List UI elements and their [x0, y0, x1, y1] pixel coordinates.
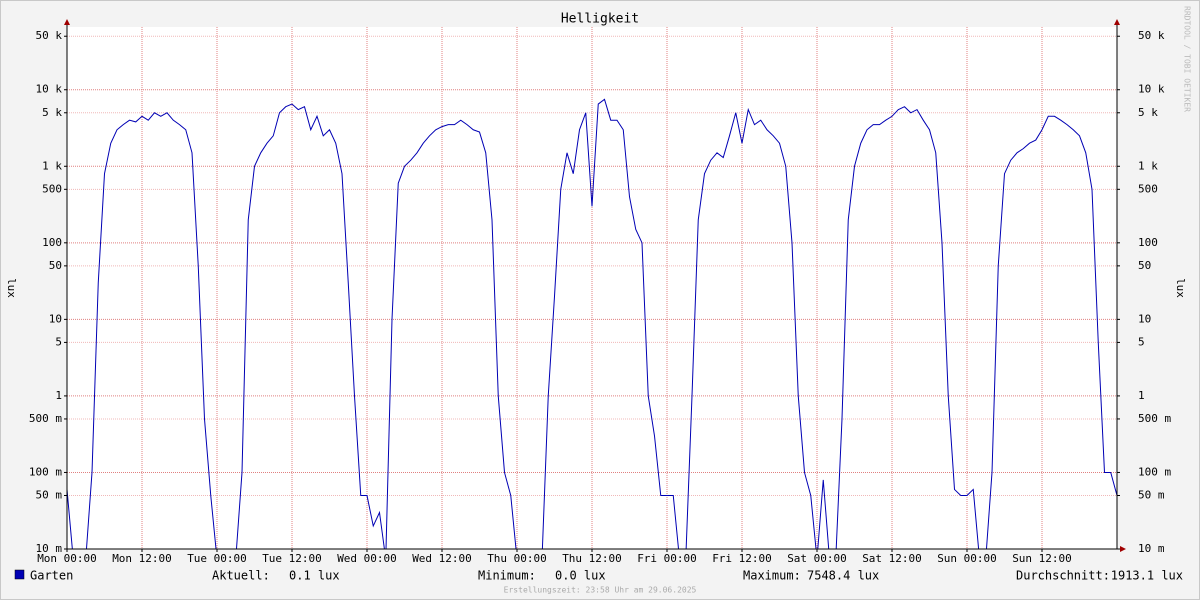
axis-arrow — [1120, 546, 1126, 552]
y-tick-label: 10 — [1138, 312, 1151, 325]
y-tick-label: 1 — [1138, 389, 1145, 402]
stat-label: Minimum: — [478, 569, 536, 583]
axis-arrow — [1114, 19, 1120, 25]
x-tick-label: Mon 12:00 — [112, 552, 172, 565]
stat-value: 1913.1 lux — [1111, 569, 1183, 583]
x-tick-label: Tue 00:00 — [187, 552, 247, 565]
x-tick-label: Wed 12:00 — [412, 552, 472, 565]
stat-label: Aktuell: — [212, 569, 270, 583]
stat-value: 7548.4 lux — [807, 569, 879, 583]
y-axis-label-right: lux — [1174, 278, 1187, 298]
x-tick-label: Wed 00:00 — [337, 552, 397, 565]
y-tick-label: 50 k — [1138, 29, 1165, 42]
y-tick-label: 5 — [55, 335, 62, 348]
axis-arrow — [64, 19, 70, 25]
y-tick-label: 100 — [42, 236, 62, 249]
y-tick-label: 5 k — [1138, 106, 1158, 119]
legend-label: Garten — [30, 569, 73, 583]
y-tick-label: 500 — [42, 182, 62, 195]
stat-label: Durchschnitt: — [1016, 569, 1110, 583]
watermark: RRDTOOL / TOBI OETIKER — [1183, 6, 1192, 112]
y-tick-label: 1 — [55, 389, 62, 402]
x-tick-label: Fri 00:00 — [637, 552, 697, 565]
y-tick-label: 1 k — [42, 159, 62, 172]
stat-label: Maximum: — [743, 569, 801, 583]
y-tick-label: 500 m — [1138, 412, 1171, 425]
stat-value: 0.1 lux — [289, 569, 340, 583]
legend-swatch — [14, 569, 25, 580]
y-tick-label: 100 — [1138, 236, 1158, 249]
chart-title: Helligkeit — [561, 12, 639, 27]
y-tick-label: 10 k — [1138, 83, 1165, 96]
y-tick-label: 10 — [49, 312, 62, 325]
x-tick-label: Thu 00:00 — [487, 552, 547, 565]
y-tick-label: 500 m — [29, 412, 62, 425]
y-tick-label: 10 m — [36, 542, 63, 555]
y-tick-label: 10 k — [36, 83, 63, 96]
y-tick-label: 1 k — [1138, 159, 1158, 172]
stat-value: 0.0 lux — [555, 569, 606, 583]
x-tick-label: Sat 12:00 — [862, 552, 922, 565]
y-tick-label: 50 — [1138, 259, 1151, 272]
y-tick-label: 50 — [49, 259, 62, 272]
x-tick-label: Mon 00:00 — [37, 552, 97, 565]
x-tick-label: Thu 12:00 — [562, 552, 622, 565]
line-series — [67, 98, 1117, 549]
y-tick-label: 100 m — [29, 465, 62, 478]
series-layer — [67, 98, 1117, 549]
x-tick-label: Sun 00:00 — [937, 552, 997, 565]
x-tick-label: Fri 12:00 — [712, 552, 772, 565]
y-tick-label: 50 k — [36, 29, 63, 42]
x-tick-label: Tue 12:00 — [262, 552, 322, 565]
y-tick-label: 5 k — [42, 106, 62, 119]
y-tick-label: 10 m — [1138, 542, 1165, 555]
x-tick-label: Sat 00:00 — [787, 552, 847, 565]
y-tick-label: 500 — [1138, 182, 1158, 195]
y-tick-label: 50 m — [36, 488, 63, 501]
y-tick-label: 50 m — [1138, 488, 1165, 501]
x-tick-label: Sun 12:00 — [1012, 552, 1072, 565]
y-axis-label: lux — [5, 278, 18, 298]
y-tick-label: 100 m — [1138, 465, 1171, 478]
footer: Erstellungszeit: 23:58 Uhr am 29.06.2025 — [504, 586, 697, 595]
y-tick-label: 5 — [1138, 335, 1145, 348]
